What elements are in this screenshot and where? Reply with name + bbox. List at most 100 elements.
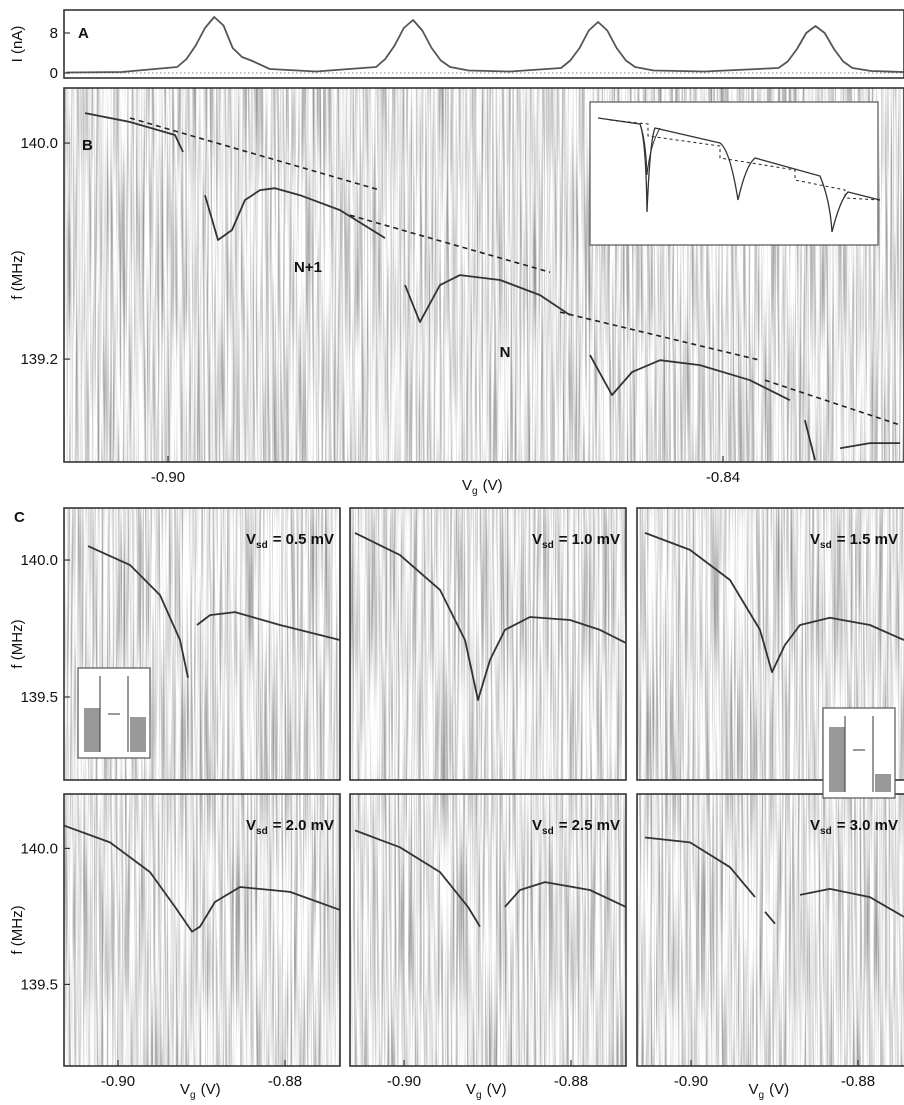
noise-texture [64,794,340,1066]
x-axis-label: Vg (V) [462,477,503,497]
y-tick-label: 140.0 [20,135,58,152]
panel-title: Vsd = 2.5 mV [532,817,620,837]
x-tick-label: -0.88 [554,1073,588,1090]
inset-c1 [77,667,151,759]
data-line [354,829,626,928]
label-rest: = 0.5 mV [273,531,334,548]
data-line [64,824,340,933]
y-axis-label: f (MHz) [9,619,26,668]
plot-frame [349,793,627,1067]
label-subscript: g [472,486,478,497]
panel-title: Vsd = 0.5 mV [246,531,334,551]
inset-lead [84,708,100,752]
label-rest: = 1.5 mV [837,531,898,548]
noise-texture [350,794,626,1066]
x-tick-label: -0.88 [268,1073,302,1090]
label-symbol: V [246,817,256,834]
label-symbol: V [749,1081,759,1098]
label-rest: = 2.5 mV [559,817,620,834]
data-line [644,836,904,925]
y-axis-label: f (MHz) [9,905,26,954]
noise-texture [637,794,904,1066]
label-rest: (V) [483,477,503,494]
label-symbol: V [810,531,820,548]
label-symbol: V [532,817,542,834]
x-tick-label: -0.84 [706,469,740,486]
label-rest: = 1.0 mV [559,531,620,548]
inset-lead [829,727,845,792]
label-subscript: sd [820,540,832,551]
label-rest: (V) [201,1081,221,1098]
data-line [87,545,340,678]
panel-title: Vsd = 1.5 mV [810,531,898,551]
data-line [84,112,900,461]
panel-label: B [82,137,93,154]
x-tick-label: -0.90 [151,469,185,486]
label-rest: (V) [769,1081,789,1098]
x-tick-label: -0.90 [101,1073,135,1090]
label-symbol: V [180,1081,190,1098]
x-tick-label: -0.90 [674,1073,708,1090]
y-tick-label: 140.0 [20,840,58,857]
plot-area [637,508,904,780]
panel-label: A [78,25,89,42]
annotation: N [500,344,511,361]
inset-lead [130,717,146,752]
data-line [644,532,904,673]
label-subscript: g [190,1090,196,1101]
label-rest: (V) [487,1081,507,1098]
inset-curve [597,117,881,233]
label-subscript: g [759,1090,765,1101]
label-symbol: V [532,531,542,548]
plot-area [350,794,626,1066]
label-symbol: V [466,1081,476,1098]
inset-lead [875,774,891,792]
data-line [66,16,904,74]
plot-background [64,10,904,78]
label-rest: = 3.0 mV [837,817,898,834]
label-subscript: sd [256,826,268,837]
plot-frame [63,87,904,463]
label-symbol: V [810,817,820,834]
guide-line [129,117,901,426]
annotation: N+1 [294,259,322,276]
x-tick-label: -0.90 [387,1073,421,1090]
panel-title: Vsd = 3.0 mV [810,817,898,837]
noise-texture [350,508,626,780]
label-symbol: V [462,477,472,494]
inset-b [589,101,881,246]
label-subscript: sd [256,540,268,551]
y-tick-label: 0 [50,65,58,82]
inset-frame [589,101,879,246]
y-tick-label: 139.5 [20,976,58,993]
inset-curve [639,123,661,176]
y-tick-label: 140.0 [20,552,58,569]
label-rest: = 2.0 mV [273,817,334,834]
y-tick-label: 139.2 [20,351,58,368]
plot-area [350,508,626,780]
plot-frame [349,507,627,781]
panel-title: Vsd = 1.0 mV [532,531,620,551]
x-tick-label: -0.88 [841,1073,875,1090]
y-axis-label: f (MHz) [9,250,26,299]
panel-title: Vsd = 2.0 mV [246,817,334,837]
y-axis-label: I (nA) [9,26,26,63]
x-axis-label: Vg (V) [749,1081,790,1101]
x-axis-label: Vg (V) [466,1081,507,1101]
plot-frame [63,793,341,1067]
plot-frame [63,507,341,781]
label-subscript: g [476,1090,482,1101]
plot-area [64,16,904,74]
label-symbol: V [246,531,256,548]
plot-frame [63,9,904,79]
plot-area [637,794,904,1066]
data-line [354,532,626,701]
inset-dashed [609,119,881,201]
y-tick-label: 8 [50,25,58,42]
x-axis-label: Vg (V) [180,1081,221,1101]
inset-c6 [822,707,896,799]
label-subscript: sd [820,826,832,837]
label-subscript: sd [542,540,554,551]
